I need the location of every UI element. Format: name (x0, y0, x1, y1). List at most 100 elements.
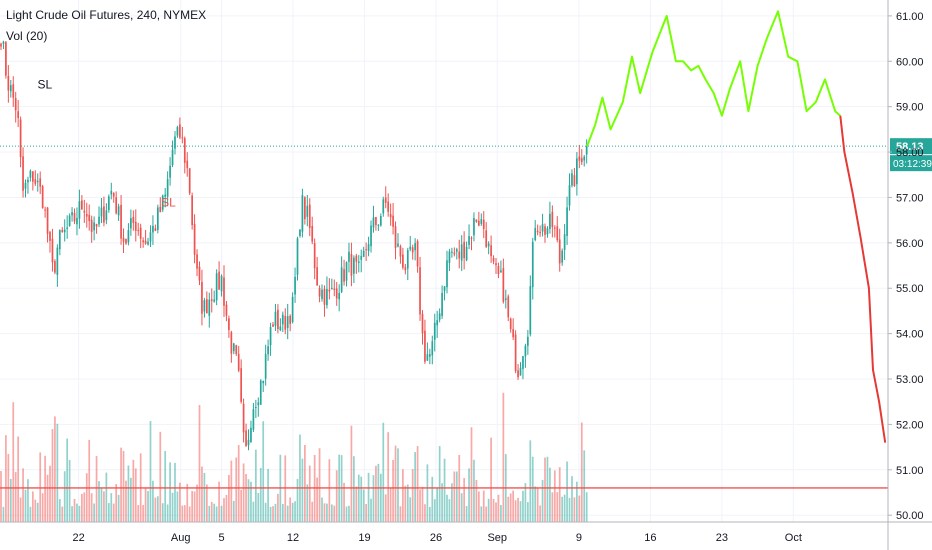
candle[interactable] (527, 329, 529, 355)
candle[interactable] (46, 206, 49, 243)
candle[interactable] (14, 91, 17, 123)
candle[interactable] (546, 226, 549, 238)
candle[interactable] (267, 339, 269, 361)
candle[interactable] (529, 275, 532, 337)
candle[interactable] (179, 117, 181, 140)
candle[interactable] (465, 241, 468, 262)
candle[interactable] (81, 194, 83, 210)
candle[interactable] (34, 170, 37, 187)
candle[interactable] (191, 192, 193, 230)
candle[interactable] (232, 342, 235, 355)
candle[interactable] (536, 224, 539, 236)
candle[interactable] (580, 149, 583, 165)
candle[interactable] (475, 219, 478, 223)
candle[interactable] (382, 196, 385, 217)
candle[interactable] (208, 292, 211, 328)
candle[interactable] (561, 248, 564, 266)
candle[interactable] (210, 288, 213, 313)
candle[interactable] (257, 397, 260, 417)
candle[interactable] (370, 220, 372, 253)
candle[interactable] (281, 311, 284, 333)
candle[interactable] (7, 65, 10, 103)
candle[interactable] (421, 310, 424, 345)
candle[interactable] (164, 187, 167, 208)
candle[interactable] (284, 308, 287, 335)
candle[interactable] (201, 269, 203, 326)
candle[interactable] (269, 322, 272, 356)
candle[interactable] (279, 318, 282, 332)
candle[interactable] (328, 278, 331, 300)
candle[interactable] (76, 207, 78, 236)
candle[interactable] (392, 203, 394, 235)
candle[interactable] (451, 247, 453, 258)
candle[interactable] (514, 330, 517, 374)
candle[interactable] (225, 301, 228, 322)
candle[interactable] (203, 297, 206, 318)
candle[interactable] (404, 263, 407, 275)
candle[interactable] (397, 233, 399, 248)
candle[interactable] (294, 267, 296, 303)
candle[interactable] (259, 379, 262, 406)
candle[interactable] (304, 196, 306, 225)
candle[interactable] (83, 199, 86, 223)
candle[interactable] (338, 284, 341, 312)
candle[interactable] (169, 157, 171, 186)
candle[interactable] (93, 216, 95, 241)
candle[interactable] (36, 173, 39, 192)
candle[interactable] (524, 343, 527, 368)
candle[interactable] (90, 215, 93, 243)
candle[interactable] (117, 203, 120, 221)
candle[interactable] (487, 241, 490, 255)
candle[interactable] (161, 194, 164, 212)
candle[interactable] (448, 248, 451, 272)
candle[interactable] (56, 244, 59, 287)
candle[interactable] (250, 420, 252, 443)
candle[interactable] (237, 345, 240, 373)
candle[interactable] (470, 236, 473, 251)
candle[interactable] (51, 228, 54, 272)
candle[interactable] (308, 198, 311, 237)
candle[interactable] (416, 239, 419, 273)
candle[interactable] (296, 236, 299, 281)
candle[interactable] (500, 260, 502, 273)
candle[interactable] (2, 40, 5, 50)
candle[interactable] (299, 229, 301, 238)
candle[interactable] (553, 225, 556, 238)
candle[interactable] (348, 242, 350, 273)
candle[interactable] (323, 285, 326, 317)
candle[interactable] (71, 207, 73, 222)
candle[interactable] (330, 278, 333, 290)
candle[interactable] (512, 318, 515, 340)
candle[interactable] (44, 206, 46, 218)
candle[interactable] (12, 76, 15, 107)
candle[interactable] (272, 321, 274, 327)
candle[interactable] (485, 222, 488, 249)
candle[interactable] (453, 247, 456, 257)
candle[interactable] (431, 335, 434, 365)
candle[interactable] (313, 238, 316, 280)
candle[interactable] (531, 237, 534, 300)
candle[interactable] (409, 235, 412, 252)
candle[interactable] (343, 259, 345, 286)
candle[interactable] (144, 229, 147, 245)
candle[interactable] (254, 399, 257, 419)
candle[interactable] (156, 204, 159, 234)
candle[interactable] (196, 249, 198, 277)
candle[interactable] (419, 256, 421, 321)
candle[interactable] (306, 194, 309, 227)
candle[interactable] (541, 213, 544, 237)
candle[interactable] (176, 125, 179, 138)
candle[interactable] (112, 192, 115, 203)
candle[interactable] (522, 355, 524, 380)
candle[interactable] (88, 204, 91, 231)
candle[interactable] (544, 223, 546, 243)
candle[interactable] (29, 169, 32, 182)
candle[interactable] (154, 224, 157, 232)
candle[interactable] (152, 215, 154, 245)
candle[interactable] (252, 402, 255, 433)
candle[interactable] (394, 221, 397, 260)
candle[interactable] (291, 292, 294, 324)
candle[interactable] (125, 238, 127, 245)
candle[interactable] (147, 237, 149, 246)
